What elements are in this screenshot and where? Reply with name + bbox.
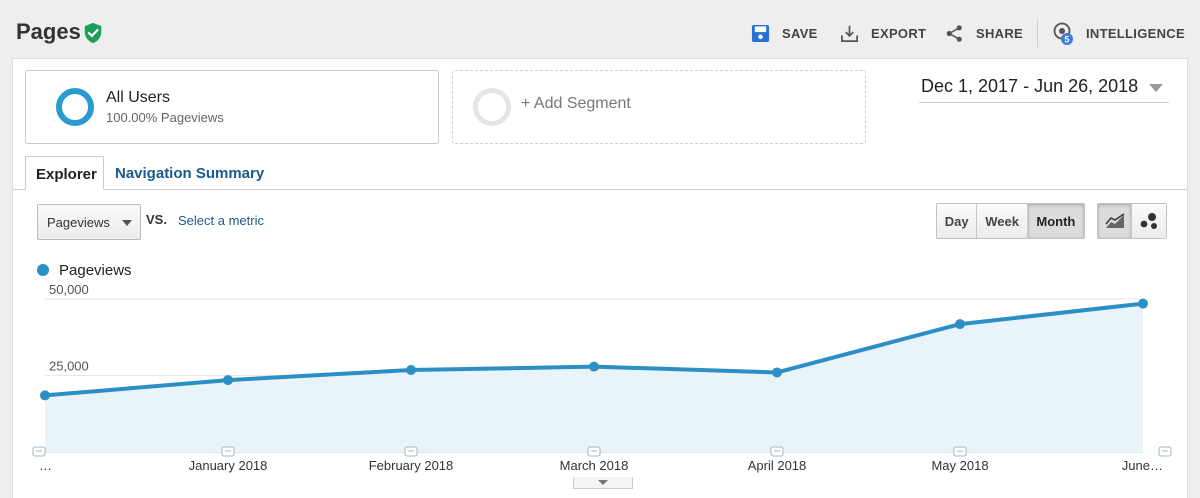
chevron-down-icon: [1149, 84, 1163, 92]
export-label: EXPORT: [871, 25, 927, 41]
line-chart-icon: [1104, 213, 1124, 228]
y-tick-label: 50,000: [49, 282, 89, 297]
verified-shield-icon: [84, 22, 102, 44]
tab-bar-line: [13, 189, 1187, 190]
date-range-text: Dec 1, 2017 - Jun 26, 2018: [921, 76, 1139, 96]
x-tick-label: April 2018: [748, 458, 807, 473]
intelligence-label: INTELLIGENCE: [1086, 25, 1185, 41]
intelligence-button[interactable]: 5 INTELLIGENCE: [1052, 20, 1185, 46]
period-month-button[interactable]: Month: [1027, 204, 1084, 238]
report-panel: All Users 100.00% Pageviews + Add Segmen…: [12, 58, 1188, 498]
export-icon: [841, 25, 858, 42]
legend-label: Pageviews: [59, 261, 132, 279]
x-tick-label: March 2018: [560, 458, 629, 473]
intelligence-badge: 5: [1064, 35, 1069, 45]
series-area: [45, 303, 1143, 452]
chart-type-toggle: [1097, 203, 1167, 239]
x-tick-label: February 2018: [369, 458, 454, 473]
save-icon: [751, 24, 770, 42]
intelligence-icon: 5: [1053, 22, 1073, 45]
period-week-button[interactable]: Week: [977, 204, 1028, 238]
report-header: Pages SAVE EXPORT SHARE: [0, 0, 1200, 62]
motion-chart-icon: [1140, 213, 1157, 229]
segment-all-users[interactable]: All Users 100.00% Pageviews: [25, 70, 439, 144]
period-day-button[interactable]: Day: [937, 204, 978, 238]
segment-subtitle: 100.00% Pageviews: [106, 110, 224, 125]
dropdown-caret-icon: [122, 220, 132, 226]
data-point: [223, 375, 233, 386]
motion-chart-button[interactable]: [1132, 204, 1166, 238]
data-point: [589, 361, 599, 372]
select-metric-link[interactable]: Select a metric: [178, 213, 264, 228]
y-tick-label: 25,000: [49, 359, 89, 374]
save-label: SAVE: [782, 25, 818, 41]
share-icon: [946, 24, 962, 42]
toolbar-divider: [1037, 19, 1038, 47]
chart-expand-handle[interactable]: [573, 477, 633, 489]
legend-swatch: [37, 264, 49, 276]
empty-segment-ring-icon: [473, 88, 511, 126]
pageviews-line-chart: 50,000 25,000 … January 2018 February 2018 Ma…: [32, 282, 1172, 473]
x-tick-label: …: [39, 458, 52, 473]
segment-ring-icon: [56, 88, 94, 126]
data-point: [40, 390, 50, 401]
line-chart-button[interactable]: [1098, 204, 1133, 238]
save-button[interactable]: SAVE: [751, 20, 818, 46]
tab-explorer[interactable]: Explorer: [25, 156, 104, 190]
export-button[interactable]: EXPORT: [840, 20, 926, 46]
chart-legend: Pageviews: [37, 261, 132, 279]
x-tick-label: May 2018: [931, 458, 988, 473]
data-point: [1138, 298, 1148, 309]
data-point: [955, 319, 965, 330]
data-point: [406, 364, 416, 375]
time-period-toggle: Day Week Month: [936, 203, 1085, 239]
chevron-down-icon: [598, 480, 608, 485]
share-button[interactable]: SHARE: [945, 20, 1023, 46]
metric-dropdown[interactable]: Pageviews: [37, 204, 141, 240]
page-title: Pages: [16, 19, 81, 44]
share-label: SHARE: [976, 25, 1024, 41]
tab-navigation-summary[interactable]: Navigation Summary: [115, 165, 265, 182]
metric-dropdown-label: Pageviews: [47, 215, 110, 230]
vs-label: VS.: [146, 212, 167, 227]
data-point: [772, 367, 782, 378]
add-segment-button[interactable]: + Add Segment: [452, 70, 866, 144]
x-tick-label: January 2018: [189, 458, 268, 473]
add-segment-label: + Add Segment: [521, 95, 631, 112]
segment-name: All Users: [106, 89, 171, 106]
date-range-picker[interactable]: Dec 1, 2017 - Jun 26, 2018: [919, 73, 1169, 103]
x-tick-label: June…: [1122, 458, 1163, 473]
